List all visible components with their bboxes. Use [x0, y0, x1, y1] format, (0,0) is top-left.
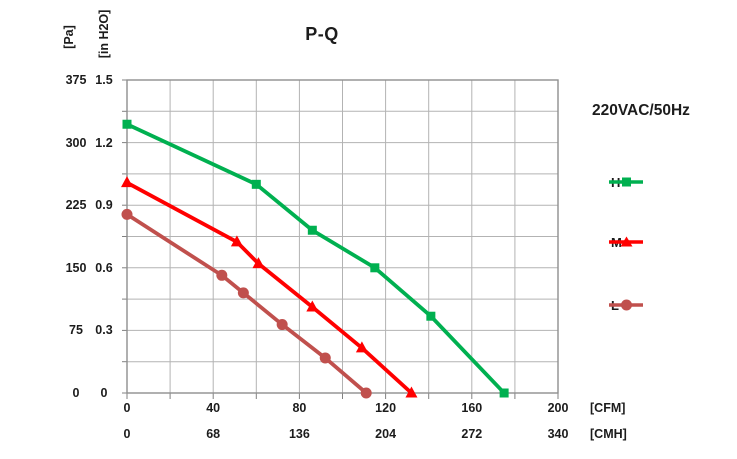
x-axis-unit-cfm: [CFM]	[590, 401, 626, 415]
x-tick-label-cmh: 68	[206, 427, 221, 441]
y-tick-label-pa: 150	[65, 260, 87, 275]
plot-border	[126, 79, 559, 394]
y-tick-label-pa: 300	[65, 135, 87, 150]
series-M-marker	[355, 341, 368, 353]
chart-title: P-Q	[305, 24, 339, 44]
series-M-marker	[230, 235, 243, 247]
x-tick-label-cfm: 160	[461, 401, 483, 415]
x-tick-label-cmh: 272	[461, 427, 483, 441]
series-L-marker	[121, 208, 133, 220]
series-L-marker	[360, 387, 372, 399]
x-tick-label-cfm: 200	[547, 401, 569, 415]
legend-square-icon	[609, 177, 643, 187]
series-L-line	[125, 212, 369, 395]
y-tick-label-inh2o: 1.2	[95, 135, 113, 150]
series-H-marker	[426, 311, 436, 321]
x-tick-label-cfm: 120	[375, 401, 397, 415]
x-tick-label-cfm: 0	[123, 401, 131, 415]
y-tick-label-inh2o: 0	[100, 386, 108, 400]
series-M-marker	[121, 176, 133, 188]
series-H-marker	[122, 119, 132, 129]
x-axis-unit-cmh: [CMH]	[590, 427, 627, 441]
legend-item-H: H	[608, 175, 643, 190]
y-axis-unit-inh2o: [in H2O]	[97, 9, 111, 59]
y-tick-label-pa: 225	[65, 198, 87, 213]
y-tick-label-pa: 0	[72, 386, 80, 400]
series-M-marker	[252, 257, 265, 269]
series-M-line	[125, 180, 414, 395]
y-tick-label-inh2o: 1.5	[95, 73, 113, 87]
series-L-marker	[319, 352, 331, 364]
series-L-marker	[237, 287, 249, 299]
legend-triangle-icon	[609, 236, 643, 247]
legend-item-M: M	[608, 235, 643, 250]
series-H-marker	[499, 388, 509, 398]
y-tick-label-inh2o: 0.3	[95, 323, 113, 338]
series-H-line	[125, 122, 507, 395]
x-tick-label-cmh: 204	[375, 427, 397, 441]
series-H-marker	[370, 263, 380, 273]
x-tick-label-cmh: 340	[547, 427, 569, 441]
series-L-marker	[216, 269, 228, 281]
series-L-marker	[276, 319, 288, 331]
x-tick-label-cfm: 80	[292, 401, 307, 415]
y-tick-label-pa: 75	[69, 323, 83, 338]
legend-marker	[621, 299, 632, 311]
x-tick-label-cmh: 0	[123, 427, 131, 441]
legend-marker	[622, 177, 631, 187]
legend-marker	[620, 236, 633, 247]
y-tick-label-inh2o: 0.9	[95, 198, 113, 213]
legend-circle-icon	[609, 299, 643, 311]
y-axis-unit-pa: [Pa]	[62, 25, 76, 49]
series-M-marker	[306, 300, 319, 312]
voltage-label: 220VAC/50Hz	[592, 102, 690, 119]
x-tick-label-cmh: 136	[288, 427, 310, 441]
series-H-marker	[251, 179, 261, 189]
legend-item-L: L	[608, 298, 643, 313]
series-H-marker	[307, 225, 317, 235]
y-tick-label-pa: 375	[65, 73, 87, 87]
x-tick-label-cfm: 40	[206, 401, 221, 415]
series-M-marker	[405, 386, 418, 398]
y-tick-label-inh2o: 0.6	[95, 260, 113, 275]
